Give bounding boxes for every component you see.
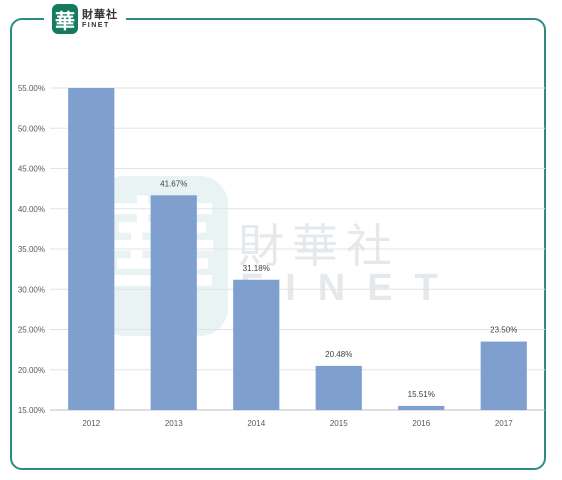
x-tick-label: 2016 (412, 419, 430, 428)
x-tick-label: 2015 (330, 419, 348, 428)
y-tick-label: 45.00% (18, 165, 45, 174)
x-tick-label: 2017 (495, 419, 513, 428)
y-tick-label: 20.00% (18, 366, 45, 375)
bar (233, 279, 280, 410)
y-tick-label: 40.00% (18, 205, 45, 214)
x-tick-label: 2014 (247, 419, 265, 428)
data-label: 23.50% (490, 326, 517, 335)
data-label: 20.48% (325, 350, 352, 359)
y-tick-label: 50.00% (18, 124, 45, 133)
y-tick-label: 15.00% (18, 406, 45, 415)
watermark-name-cn: 財華社 (238, 219, 400, 273)
x-tick-label: 2013 (165, 419, 183, 428)
bar (68, 88, 115, 410)
data-label: 41.67% (160, 179, 187, 188)
y-tick-label: 55.00% (18, 84, 45, 93)
x-tick-label: 2012 (82, 419, 100, 428)
y-tick-label: 30.00% (18, 285, 45, 294)
brand-name-en: FINET (82, 22, 110, 29)
bar (150, 195, 197, 410)
brand-header: 華 財華社 FINET (44, 2, 126, 36)
brand-name-cn: 財華社 (82, 8, 118, 21)
bar (480, 341, 527, 410)
y-tick-label: 35.00% (18, 245, 45, 254)
data-label: 15.51% (408, 390, 435, 399)
data-label: 31.18% (243, 264, 270, 273)
finet-logo-icon: 華 (52, 4, 78, 34)
y-tick-label: 25.00% (18, 326, 45, 335)
bar (315, 365, 362, 410)
bar (398, 405, 445, 410)
